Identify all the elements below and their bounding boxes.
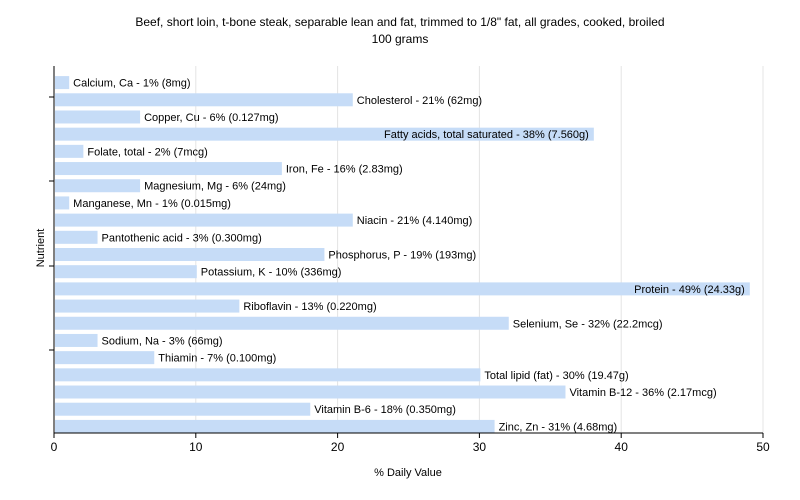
bar-label: Iron, Fe - 16% (2.83mg) (286, 164, 403, 176)
bars: Calcium, Ca - 1% (8mg) Cholesterol - 21% … (55, 76, 750, 433)
bar-label: Riboflavin - 13% (0.220mg) (243, 301, 376, 313)
bar-label: Calcium, Ca - 1% (8mg) (73, 78, 190, 90)
bar-label: Sodium, Na - 3% (66mg) (102, 335, 223, 347)
x-axis-label: % Daily Value (374, 467, 442, 479)
bar (55, 144, 84, 158)
bar-label: Vitamin B-6 - 18% (0.350mg) (314, 404, 456, 416)
bar-label: Cholesterol - 21% (62mg) (357, 95, 482, 107)
bar-label: Copper, Cu - 6% (0.127mg) (144, 112, 279, 124)
bar (55, 385, 566, 399)
x-tick-label: 0 (51, 440, 58, 454)
bar-label: Total lipid (fat) - 30% (19.47g) (484, 370, 628, 382)
bar (55, 162, 282, 176)
x-tick-label: 40 (615, 440, 629, 454)
x-tick-label: 10 (189, 440, 203, 454)
bar-label: Protein - 49% (24.33g) (634, 284, 745, 296)
bar (55, 282, 750, 296)
bar-label: Thiamin - 7% (0.100mg) (158, 353, 276, 365)
bar-label: Folate, total - 2% (7mcg) (87, 146, 207, 158)
bar (55, 127, 594, 141)
bar (55, 76, 70, 90)
bar (55, 230, 98, 244)
bar-label: Vitamin B-12 - 36% (2.17mcg) (569, 387, 716, 399)
x-tick-label: 20 (331, 440, 345, 454)
y-axis-label: Nutrient (35, 229, 47, 268)
bar-label: Manganese, Mn - 1% (0.015mg) (73, 198, 231, 210)
bar-label: Fatty acids, total saturated - 38% (7.56… (384, 129, 589, 141)
bar-label: Zinc, Zn - 31% (4.68mg) (499, 421, 618, 433)
chart-title: Beef, short loin, t-bone steak, separabl… (135, 15, 665, 29)
bar-label: Selenium, Se - 32% (22.2mcg) (513, 318, 663, 330)
bar-label: Phosphorus, P - 19% (193mg) (328, 250, 476, 262)
bar-label: Potassium, K - 10% (336mg) (201, 267, 342, 279)
bar (55, 316, 509, 330)
bar-label: Magnesium, Mg - 6% (24mg) (144, 181, 286, 193)
bar (55, 110, 141, 124)
bar (55, 213, 353, 227)
bar-label: Pantothenic acid - 3% (0.300mg) (102, 232, 262, 244)
bar (55, 299, 240, 313)
bar (55, 351, 155, 365)
bar (55, 419, 495, 433)
bar (55, 196, 70, 210)
bar (55, 265, 197, 279)
bar (55, 333, 98, 347)
bar (55, 248, 325, 261)
chart-subtitle: 100 grams (371, 32, 429, 46)
bar (55, 402, 311, 416)
bar (55, 93, 353, 107)
bar (55, 179, 141, 193)
x-tick-label: 50 (756, 440, 770, 454)
axes: 0 10 20 30 40 50 (49, 66, 770, 454)
bar-label: Niacin - 21% (4.140mg) (357, 215, 473, 227)
x-tick-label: 30 (473, 440, 487, 454)
bar (55, 368, 481, 382)
